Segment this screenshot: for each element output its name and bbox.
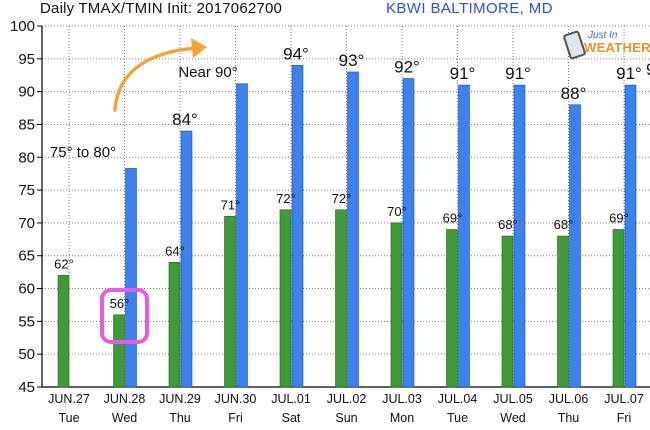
x-tick-label: JUN.29: [159, 392, 201, 406]
logo-line1: Just In: [588, 30, 618, 41]
x-weekday-label: Mon: [390, 411, 414, 425]
phone-icon: [562, 30, 587, 60]
tmax-bar: [624, 84, 637, 388]
tmax-label: 91°: [450, 64, 476, 83]
tmax-label-cropped: 9: [646, 60, 650, 79]
x-weekday-label: Tue: [58, 411, 79, 425]
tmin-bar: [113, 314, 125, 388]
x-tick-label: JUN.27: [48, 392, 90, 406]
x-weekday-label: Sat: [282, 411, 301, 425]
tmin-bar: [224, 216, 236, 388]
tmin-label: 62°: [54, 256, 74, 271]
y-tick-label: 100: [10, 18, 35, 35]
tmin-label: 69°: [443, 210, 463, 225]
x-tick-label: JUL.02: [327, 392, 367, 406]
tmin-label: 64°: [165, 243, 185, 258]
tmin-label: 69°: [609, 210, 629, 225]
tmin-bar: [557, 235, 569, 388]
x-tick-label: JUL.04: [438, 392, 478, 406]
x-weekday-label: Fri: [617, 411, 632, 425]
tmin-bar: [57, 275, 70, 388]
tmax-label: 88°: [561, 84, 587, 103]
tmax-bar: [513, 84, 526, 388]
tmax-bar: [125, 168, 137, 388]
x-weekday-label: Wed: [112, 411, 138, 425]
tmax-bar: [402, 78, 415, 388]
tmin-label: 56°: [110, 296, 130, 311]
y-tick-label: 95: [18, 51, 35, 68]
x-tick-label: JUN.28: [104, 392, 146, 406]
tmax-label: 94°: [283, 44, 309, 63]
tmax-label: 93°: [339, 51, 365, 70]
annotation-near-90: Near 90°: [178, 64, 237, 81]
tmax-bar: [458, 84, 470, 388]
y-tick-label: 45: [18, 379, 35, 396]
tmax-label: 84°: [172, 110, 198, 129]
y-tick-label: 85: [18, 116, 35, 133]
y-tick-label: 75: [18, 182, 35, 199]
x-weekday-label: Wed: [500, 411, 526, 425]
highlight-box: [100, 288, 149, 344]
tmax-bar: [180, 130, 193, 388]
tmax-label: 91°: [616, 64, 642, 83]
y-tick-label: 65: [18, 248, 35, 265]
tmin-label: 71°: [221, 197, 241, 212]
tmin-bar: [390, 222, 403, 388]
x-tick-label: JUL.06: [549, 392, 589, 406]
annotation-75-80: 75° to 80°: [50, 144, 116, 161]
station-label: KBWI BALTIMORE, MD: [386, 0, 553, 17]
tmax-bar: [569, 104, 581, 388]
y-tick-label: 55: [18, 313, 35, 330]
y-tick-label: 60: [18, 281, 35, 298]
x-tick-label: JUL.01: [271, 392, 311, 406]
tmax-bar: [347, 71, 359, 388]
y-tick-label: 90: [18, 84, 35, 101]
tmin-bar: [501, 235, 514, 388]
tmin-label: 68°: [498, 217, 518, 232]
tmin-bar: [168, 261, 181, 388]
tmin-bar: [612, 229, 625, 388]
x-tick-label: JUL.05: [493, 392, 533, 406]
x-weekday-label: Fri: [228, 411, 243, 425]
tmin-label: 72°: [332, 191, 352, 206]
chart-title: Daily TMAX/TMIN Init: 2017062700: [40, 0, 283, 17]
tmin-label: 70°: [387, 204, 407, 219]
x-tick-label: JUL.07: [604, 392, 644, 406]
trend-arrowhead-icon: [191, 38, 207, 58]
just-in-weather-logo: Just In WEATHER: [562, 30, 650, 60]
x-weekday-label: Tue: [447, 411, 468, 425]
tmax-label: 91°: [505, 64, 531, 83]
tmin-bar: [446, 229, 458, 388]
trend-arrow-icon: [113, 46, 198, 112]
x-tick-label: JUL.03: [382, 392, 422, 406]
x-weekday-label: Sun: [335, 411, 357, 425]
tmax-label: 92°: [394, 58, 420, 77]
y-tick-label: 70: [18, 215, 35, 232]
tmax-bar: [291, 65, 304, 388]
tmin-bar: [335, 209, 347, 388]
tmin-bar: [279, 209, 292, 388]
y-tick-label: 80: [18, 149, 35, 166]
x-weekday-label: Thu: [558, 411, 580, 425]
tmin-label: 72°: [276, 191, 296, 206]
x-tick-label: JUN.30: [215, 392, 257, 406]
y-tick-label: 50: [18, 346, 35, 363]
logo-line2: WEATHER: [584, 40, 650, 55]
tmax-bar: [236, 83, 248, 388]
tmin-label: 68°: [554, 217, 574, 232]
x-weekday-label: Thu: [169, 411, 191, 425]
